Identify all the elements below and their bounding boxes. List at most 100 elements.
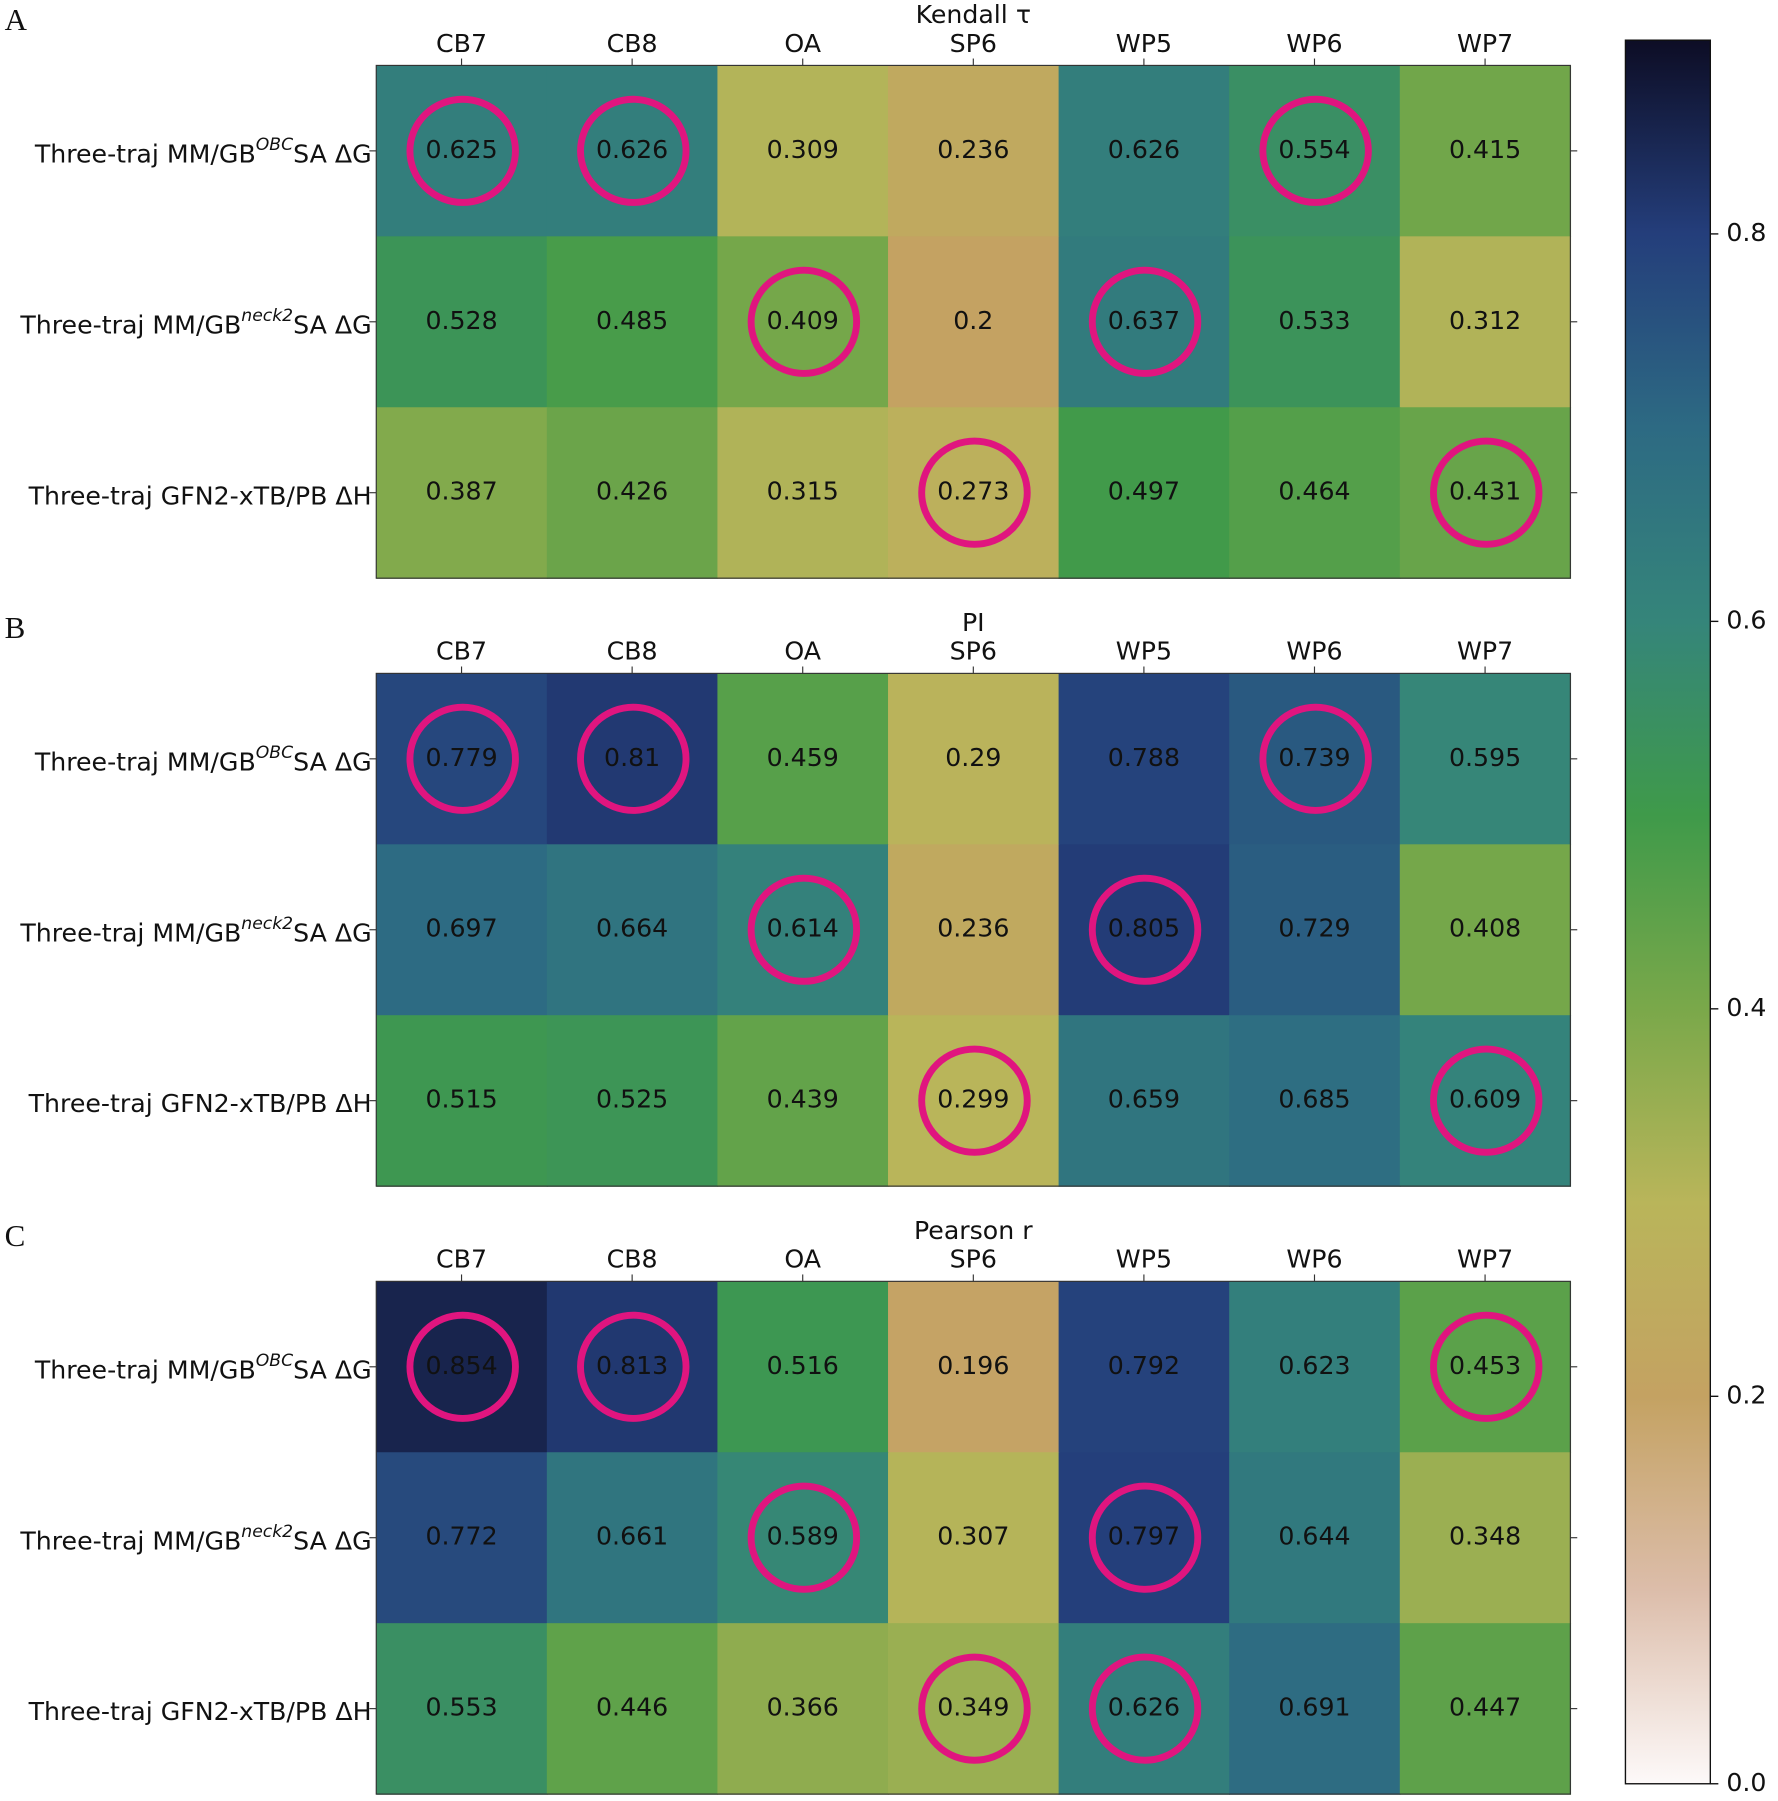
value-label: 0.81 [604, 743, 660, 772]
value-label: 0.797 [1108, 1522, 1180, 1551]
heatmap-cell [1229, 673, 1401, 845]
heatmap-cell [888, 1015, 1060, 1187]
value-label: 0.439 [767, 1085, 839, 1114]
value-label: 0.614 [767, 914, 839, 943]
heatmap-cell [376, 1015, 548, 1187]
value-label: 0.528 [425, 306, 497, 335]
heatmap-cell [376, 844, 548, 1016]
value-label: 0.637 [1108, 306, 1180, 335]
value-label: 0.661 [596, 1522, 668, 1551]
value-label: 0.553 [425, 1693, 497, 1722]
y-label-part: Three-traj GFN2-xTB/PB ΔH [28, 481, 372, 510]
y-label-part: neck2 [241, 306, 293, 326]
chart-title: Kendall τ [916, 0, 1031, 29]
heatmap-cell [376, 236, 548, 408]
heatmap-cell [1399, 1281, 1572, 1453]
heatmap-cell [717, 1452, 889, 1624]
value-label: 0.697 [425, 914, 497, 943]
y-label-part: Three-traj MM/GB [34, 139, 256, 168]
value-label: 0.431 [1449, 477, 1521, 506]
heatmap-cell [888, 1281, 1060, 1453]
highlight-ring [1088, 1482, 1202, 1593]
y-label-part: Three-traj MM/GB [19, 1526, 241, 1555]
heatmap-cell [1058, 236, 1230, 408]
y-tick-label: Three-traj MM/GBOBCSA ΔG [34, 135, 372, 168]
value-label: 0.387 [425, 477, 497, 506]
y-tick-label: Three-traj MM/GBneck2SA ΔG [19, 914, 371, 947]
y-tick-label: Three-traj MM/GBneck2SA ΔG [19, 1522, 371, 1555]
heatmap-cell [1399, 1015, 1572, 1187]
value-label: 0.2 [953, 306, 993, 335]
heatmap-cell [546, 1015, 719, 1187]
x-tick-label: OA [784, 637, 821, 666]
value-label: 0.644 [1278, 1522, 1350, 1551]
heatmap-cell [717, 844, 889, 1016]
x-tick-label: WP7 [1457, 637, 1513, 666]
heatmap-cell [888, 844, 1060, 1016]
value-label: 0.497 [1108, 477, 1180, 506]
value-label: 0.525 [596, 1085, 668, 1114]
heatmap-cell [1229, 1452, 1401, 1624]
value-label: 0.459 [767, 743, 839, 772]
x-tick-label: WP7 [1457, 29, 1513, 58]
highlight-ring [406, 95, 519, 206]
panel-label: A [5, 2, 28, 37]
heatmap-cell [1399, 1452, 1572, 1624]
highlight-ring [1259, 703, 1372, 814]
heatmap-cell [1058, 407, 1230, 579]
heatmap-cell [546, 236, 719, 408]
x-tick-label: CB7 [436, 637, 487, 666]
colorbar-tick-label: 0.0 [1726, 1768, 1766, 1797]
x-tick-label: CB8 [607, 29, 658, 58]
value-label: 0.595 [1449, 743, 1521, 772]
value-label: 0.533 [1278, 306, 1350, 335]
value-label: 0.516 [767, 1351, 839, 1380]
value-label: 0.854 [425, 1351, 497, 1380]
value-label: 0.691 [1278, 1693, 1350, 1722]
value-label: 0.626 [1108, 1693, 1180, 1722]
x-tick-label: WP5 [1116, 637, 1172, 666]
y-label-part: SA ΔG [293, 747, 372, 776]
y-tick-label: Three-traj GFN2-xTB/PB ΔH [28, 1089, 372, 1118]
highlight-ring [1259, 95, 1372, 206]
x-tick-label: CB8 [607, 1245, 658, 1274]
colorbar-tick-label: 0.2 [1726, 1380, 1766, 1409]
heatmap-cell [1058, 1015, 1230, 1187]
y-label-part: SA ΔG [293, 139, 372, 168]
value-label: 0.447 [1449, 1693, 1521, 1722]
heatmap-cell [1229, 65, 1401, 238]
y-label-part: OBC [256, 1351, 293, 1371]
heatmap-cell [717, 1281, 889, 1453]
value-label: 0.273 [937, 477, 1009, 506]
y-tick-label: Three-traj MM/GBOBCSA ΔG [34, 1351, 372, 1384]
heatmap-cell [1229, 844, 1401, 1016]
x-tick-label: SP6 [950, 1245, 997, 1274]
value-label: 0.348 [1449, 1522, 1521, 1551]
value-label: 0.485 [596, 306, 668, 335]
value-label: 0.788 [1108, 743, 1180, 772]
y-tick-label: Three-traj MM/GBneck2SA ΔG [19, 306, 371, 339]
highlight-ring [918, 1045, 1031, 1156]
value-label: 0.236 [937, 135, 1009, 164]
panel-label: B [5, 610, 26, 645]
heatmap-cell [717, 65, 889, 238]
colorbar-tick-label: 0.4 [1726, 993, 1766, 1022]
value-label: 0.307 [937, 1522, 1009, 1551]
x-tick-label: CB7 [436, 1245, 487, 1274]
highlight-ring [747, 874, 861, 985]
highlight-ring [1088, 874, 1202, 985]
heatmap-cell [888, 673, 1060, 845]
heatmap-cell [1229, 236, 1401, 408]
value-label: 0.779 [425, 743, 497, 772]
value-label: 0.196 [937, 1351, 1009, 1380]
value-label: 0.409 [767, 306, 839, 335]
y-label-part: Three-traj GFN2-xTB/PB ΔH [28, 1089, 372, 1118]
heatmap-cell [888, 407, 1060, 579]
colorbar-tick-label: 0.6 [1726, 605, 1766, 634]
colorbar-tick-label: 0.8 [1726, 218, 1766, 247]
value-label: 0.739 [1278, 743, 1350, 772]
x-tick-label: WP6 [1286, 1245, 1342, 1274]
y-label-part: Three-traj GFN2-xTB/PB ΔH [28, 1697, 372, 1726]
heatmap-cell [888, 236, 1060, 408]
heatmap-cell [546, 673, 719, 845]
